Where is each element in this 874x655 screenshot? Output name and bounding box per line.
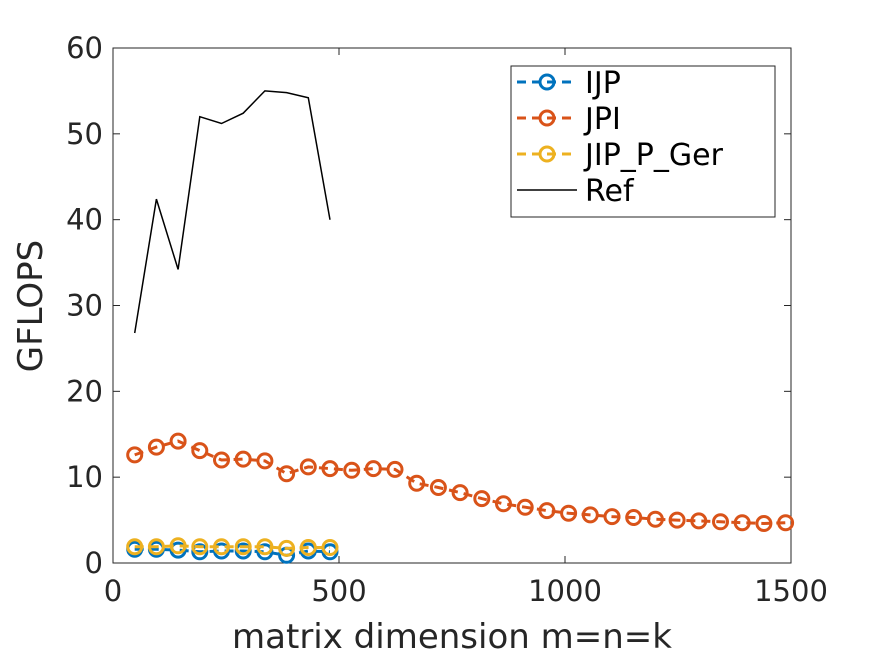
data-point: [386, 460, 404, 478]
data-point: [147, 438, 165, 456]
data-point: [278, 539, 296, 557]
data-point: [191, 543, 209, 561]
data-point: [538, 502, 556, 520]
x-tick-label: 500: [311, 574, 366, 608]
data-point: [234, 538, 252, 556]
data-point: [191, 538, 209, 556]
series-jip-p-ger: [126, 537, 339, 557]
data-point: [126, 538, 144, 556]
y-tick-label: 10: [66, 460, 103, 494]
data-point: [581, 506, 599, 524]
data-point: [733, 514, 751, 532]
data-point: [777, 514, 795, 532]
y-tick-label: 60: [66, 31, 103, 65]
legend-item-ijp: IJP: [517, 66, 621, 101]
legend-item-ref: Ref: [517, 174, 635, 209]
x-tick-label: 1000: [528, 574, 602, 608]
data-point: [712, 513, 729, 531]
legend-item-jip-p-ger: JIP_P_Ger: [517, 138, 724, 173]
legend-label: JIP_P_Ger: [583, 138, 724, 173]
series-layer: [126, 90, 795, 564]
legend-marker: [538, 73, 556, 91]
data-point: [603, 508, 621, 526]
data-point: [169, 432, 187, 450]
legend-label: IJP: [585, 66, 621, 101]
legend-marker: [538, 109, 556, 127]
data-point: [690, 512, 708, 530]
data-point: [364, 460, 382, 478]
data-point: [213, 538, 230, 556]
y-tick-label: 20: [66, 374, 103, 408]
legend-marker: [538, 145, 556, 163]
data-point: [299, 539, 317, 556]
data-point: [646, 510, 664, 528]
data-point: [299, 458, 317, 476]
legend-box: [510, 65, 776, 218]
y-axis-label: GFLOPS: [11, 240, 51, 372]
data-point: [755, 515, 773, 532]
series-line: [133, 90, 331, 334]
data-point: [473, 490, 491, 508]
series-line: [134, 439, 786, 526]
y-tick-label: 50: [66, 117, 103, 151]
data-point: [495, 495, 512, 513]
data-point: [256, 538, 274, 556]
data-point: [256, 452, 274, 470]
x-ticks: 0 500 1000 1500: [104, 48, 828, 608]
legend-label: JPI: [583, 102, 621, 137]
data-point: [560, 504, 578, 522]
x-axis-label: matrix dimension m=n=k: [232, 617, 672, 655]
data-point: [191, 442, 209, 460]
data-point: [408, 474, 426, 492]
y-tick-label: 30: [66, 289, 103, 323]
data-point: [321, 460, 339, 478]
legend-label: Ref: [585, 174, 635, 209]
series-jpi: [126, 432, 795, 532]
y-ticks: 0 10 20 30 40 50 60: [66, 31, 791, 580]
data-point: [126, 446, 144, 464]
data-point: [234, 450, 252, 468]
data-point: [668, 511, 686, 529]
data-point: [321, 539, 339, 556]
x-tick-label: 1500: [754, 574, 828, 608]
data-point: [278, 465, 296, 483]
data-point: [169, 537, 187, 555]
data-point: [451, 484, 469, 502]
data-point: [625, 509, 643, 526]
y-tick-label: 40: [66, 203, 103, 237]
data-point: [343, 461, 361, 479]
series-line: [134, 544, 330, 550]
data-point: [256, 543, 274, 561]
series-ref: [133, 90, 331, 334]
data-point: [213, 451, 230, 469]
data-point: [429, 479, 447, 496]
x-tick-label: 0: [104, 574, 122, 608]
data-point: [516, 498, 534, 516]
series-line: [134, 547, 331, 557]
y-tick-label: 0: [85, 546, 103, 580]
data-point: [147, 538, 165, 556]
legend-item-jpi: JPI: [517, 102, 621, 137]
